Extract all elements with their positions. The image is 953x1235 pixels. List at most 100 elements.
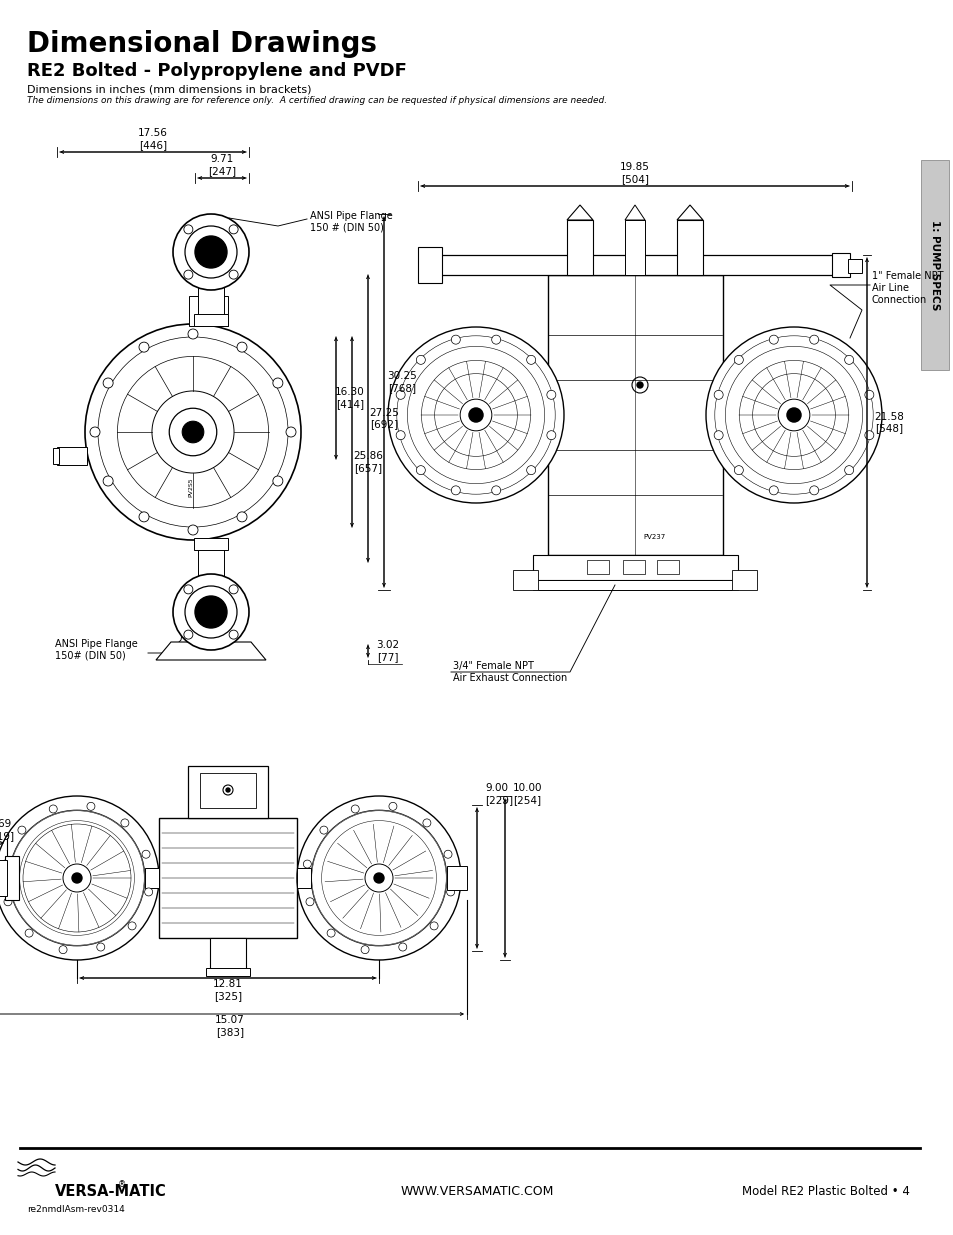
Circle shape — [236, 342, 247, 352]
Circle shape — [71, 873, 82, 883]
Circle shape — [469, 408, 482, 422]
Circle shape — [169, 409, 216, 456]
Circle shape — [128, 921, 136, 930]
Circle shape — [491, 335, 500, 345]
Bar — [437, 254, 832, 275]
Circle shape — [194, 236, 227, 268]
Circle shape — [96, 944, 105, 951]
Polygon shape — [677, 205, 702, 220]
Text: 15.07
[383]: 15.07 [383] — [214, 1015, 245, 1037]
Circle shape — [734, 356, 742, 364]
Circle shape — [229, 225, 238, 233]
Text: PV237: PV237 — [643, 534, 665, 540]
Text: Model RE2 Plastic Bolted • 4: Model RE2 Plastic Bolted • 4 — [741, 1186, 909, 1198]
Bar — [624, 220, 644, 275]
Bar — [198, 282, 224, 324]
Circle shape — [273, 378, 283, 388]
Circle shape — [809, 485, 818, 495]
Text: [229]: [229] — [484, 795, 513, 805]
Bar — [831, 253, 849, 277]
Circle shape — [768, 485, 778, 495]
Text: ®: ® — [118, 1181, 126, 1189]
Text: re2nmdlAsm-rev0314: re2nmdlAsm-rev0314 — [27, 1205, 125, 1214]
Circle shape — [142, 850, 150, 858]
Circle shape — [734, 466, 742, 474]
Circle shape — [768, 335, 778, 345]
Circle shape — [273, 475, 283, 487]
Text: 17.56
[446]: 17.56 [446] — [138, 128, 168, 149]
Text: 12.81
[325]: 12.81 [325] — [213, 979, 243, 1000]
Circle shape — [778, 399, 809, 431]
Text: 3.02
[77]: 3.02 [77] — [376, 640, 399, 662]
Bar — [145, 868, 159, 888]
Circle shape — [416, 466, 425, 474]
Circle shape — [306, 898, 314, 905]
Bar — [188, 766, 268, 818]
Circle shape — [182, 421, 204, 443]
Bar — [200, 773, 255, 808]
Bar — [198, 540, 224, 582]
Circle shape — [145, 888, 152, 895]
Circle shape — [388, 327, 563, 503]
Circle shape — [451, 335, 460, 345]
Bar — [210, 939, 246, 973]
Circle shape — [286, 427, 295, 437]
Circle shape — [714, 390, 722, 399]
Circle shape — [103, 475, 113, 487]
Circle shape — [546, 431, 556, 440]
Bar — [677, 220, 702, 275]
Bar — [447, 866, 467, 890]
Text: [254]: [254] — [513, 795, 540, 805]
Text: 9.00: 9.00 — [484, 783, 507, 793]
Text: Dimensions in inches (mm dimensions in brackets): Dimensions in inches (mm dimensions in b… — [27, 84, 312, 94]
Text: PV2S5: PV2S5 — [189, 477, 193, 496]
Polygon shape — [624, 205, 644, 220]
Circle shape — [365, 864, 393, 892]
Text: ANSI Pipe Flange
150# (DIN 50): ANSI Pipe Flange 150# (DIN 50) — [55, 640, 137, 661]
Bar — [731, 571, 757, 590]
Circle shape — [451, 485, 460, 495]
Circle shape — [184, 225, 193, 233]
Circle shape — [85, 324, 301, 540]
Bar — [533, 580, 738, 590]
Bar — [213, 296, 228, 326]
Circle shape — [327, 929, 335, 937]
Bar — [657, 559, 679, 574]
Bar — [163, 333, 223, 530]
Circle shape — [184, 270, 193, 279]
Circle shape — [121, 819, 129, 827]
Circle shape — [398, 944, 406, 951]
Circle shape — [184, 630, 193, 640]
Circle shape — [229, 585, 238, 594]
Bar — [57, 447, 87, 466]
Circle shape — [714, 431, 722, 440]
Bar — [0, 860, 7, 897]
Circle shape — [416, 356, 425, 364]
Polygon shape — [566, 205, 593, 220]
Text: 21.58
[548]: 21.58 [548] — [873, 411, 903, 433]
Circle shape — [296, 797, 460, 960]
Circle shape — [360, 946, 369, 953]
Text: 10.00: 10.00 — [513, 783, 542, 793]
Circle shape — [226, 788, 230, 792]
Bar — [159, 818, 296, 939]
Circle shape — [0, 797, 159, 960]
Circle shape — [139, 342, 149, 352]
Bar — [920, 161, 948, 370]
Bar — [547, 275, 722, 555]
Text: 27.25
[692]: 27.25 [692] — [369, 408, 398, 430]
Text: 16.30
[414]: 16.30 [414] — [335, 388, 364, 409]
Circle shape — [374, 873, 384, 883]
Text: 9.71
[247]: 9.71 [247] — [208, 154, 235, 175]
Bar — [533, 555, 738, 580]
Circle shape — [184, 585, 193, 594]
Circle shape — [351, 805, 359, 813]
Circle shape — [172, 214, 249, 290]
Bar — [193, 538, 228, 550]
Circle shape — [864, 390, 873, 399]
Circle shape — [786, 408, 801, 422]
Circle shape — [389, 803, 396, 810]
Bar — [193, 314, 228, 326]
Text: 3/4" Female NPT
Air Exhaust Connection: 3/4" Female NPT Air Exhaust Connection — [453, 661, 567, 683]
Circle shape — [491, 485, 500, 495]
